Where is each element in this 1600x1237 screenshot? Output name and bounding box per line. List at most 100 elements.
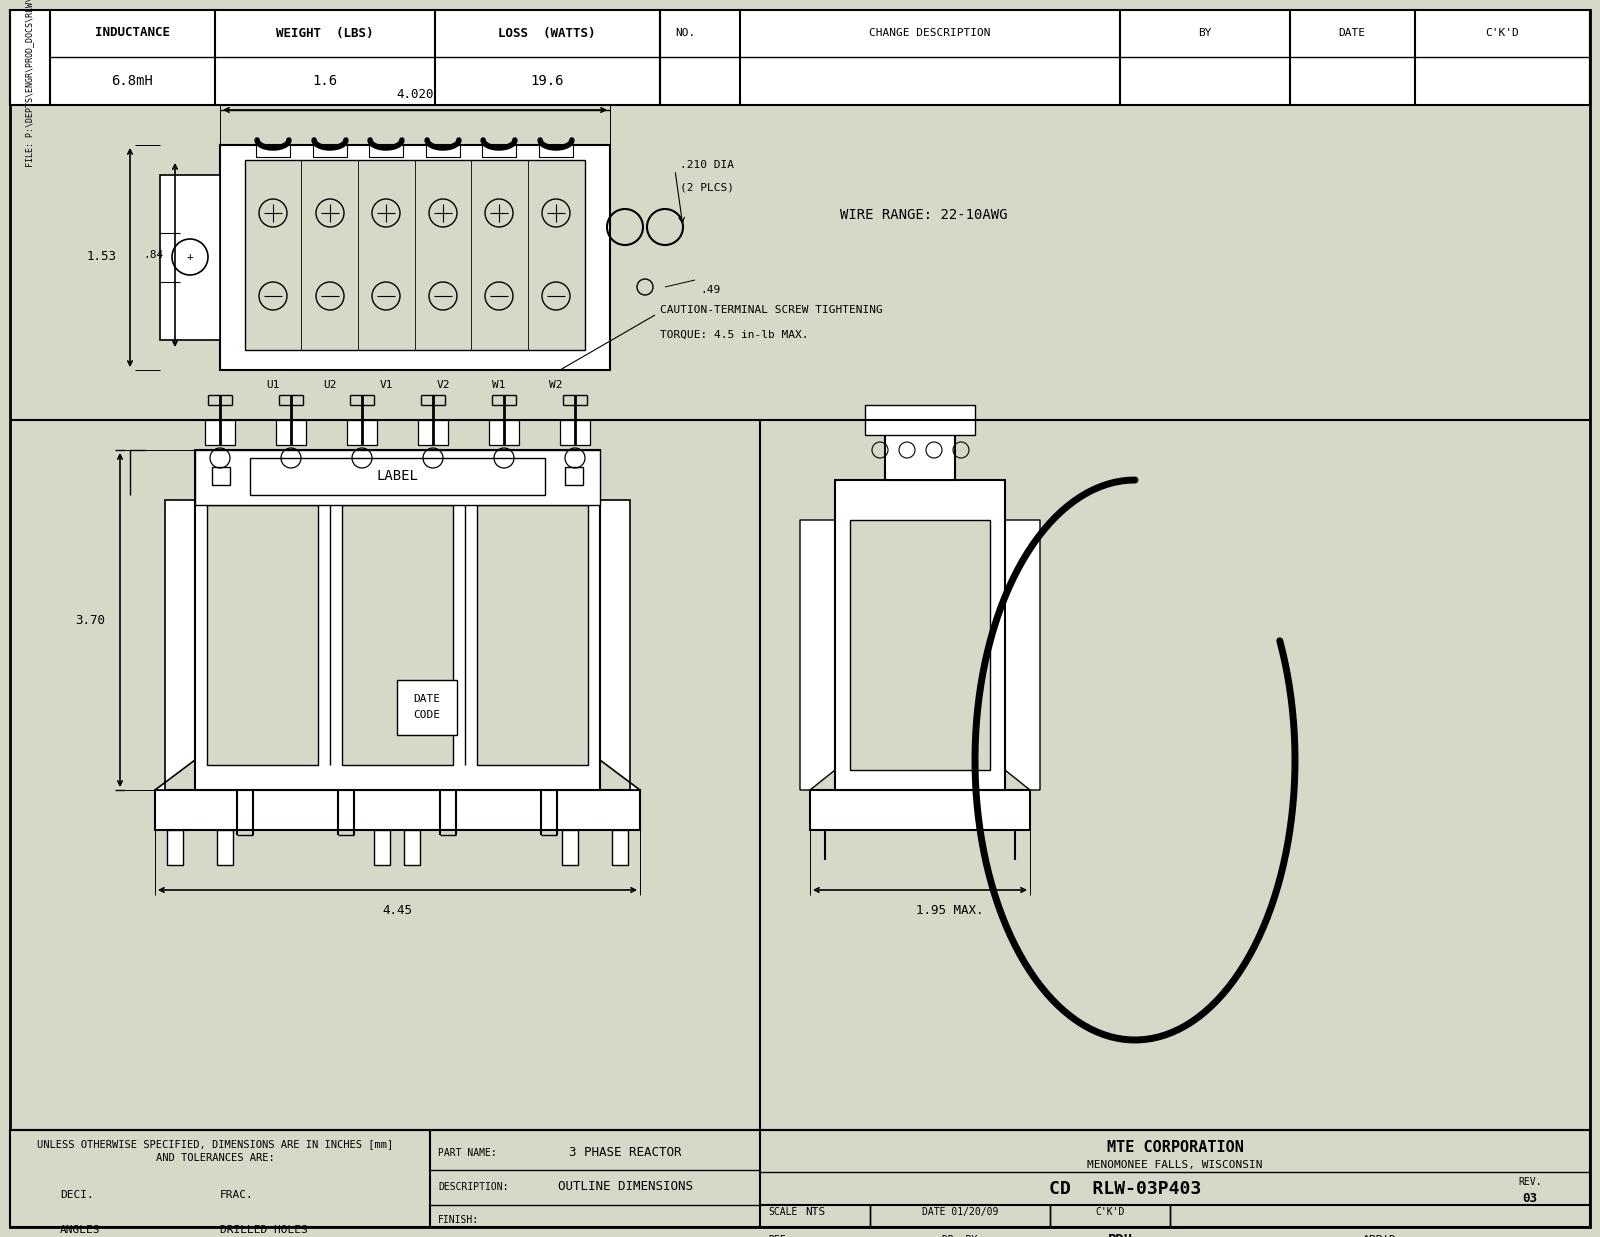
Circle shape [429,282,458,310]
Bar [418,421,448,445]
Text: CD  RLW-03P403: CD RLW-03P403 [1050,1180,1202,1197]
Text: U1: U1 [266,380,280,390]
Text: (2 PLCS): (2 PLCS) [680,183,734,193]
Text: MENOMONEE FALLS, WISCONSIN: MENOMONEE FALLS, WISCONSIN [1088,1160,1262,1170]
Text: 3.70: 3.70 [75,614,106,626]
Text: 4.45: 4.45 [382,903,413,917]
Bar [565,468,582,485]
Text: DECI.: DECI. [61,1190,94,1200]
Polygon shape [155,500,195,790]
Circle shape [542,282,570,310]
Text: APP'D: APP'D [1363,1235,1397,1237]
Text: FILE: P:\DEPTS\ENGR\PROD_DOCS\RLW\RLW-03P403: FILE: P:\DEPTS\ENGR\PROD_DOCS\RLW\RLW-03… [26,0,35,167]
Text: CHANGE DESCRIPTION: CHANGE DESCRIPTION [869,28,990,38]
Text: W2: W2 [549,380,563,390]
Bar [370,145,403,157]
Text: .49: .49 [701,285,720,294]
Text: REV.: REV. [1518,1176,1542,1188]
Text: DATE: DATE [413,694,440,704]
Polygon shape [800,520,835,790]
Bar [10,10,1590,105]
Text: LOSS  (WATTS): LOSS (WATTS) [498,26,595,40]
Text: REF.: REF. [768,1235,792,1237]
Circle shape [371,282,400,310]
Text: 19.6: 19.6 [530,74,563,88]
Bar [256,145,290,157]
Bar [885,430,955,480]
Bar [206,505,318,764]
Bar [397,680,458,735]
Text: DATE: DATE [1339,28,1365,38]
Text: 3 PHASE REACTOR: 3 PHASE REACTOR [568,1147,682,1159]
Text: PART NAME:: PART NAME: [438,1148,496,1158]
Bar [314,145,347,157]
Text: W1: W1 [493,380,506,390]
Text: V2: V2 [437,380,450,390]
Polygon shape [1005,520,1040,790]
Text: INDUCTANCE: INDUCTANCE [94,26,170,40]
Bar [539,145,573,157]
Text: C'K'D: C'K'D [1096,1207,1125,1217]
Bar [342,505,453,764]
Text: MTE CORPORATION: MTE CORPORATION [1107,1141,1243,1155]
Bar [245,160,586,350]
Polygon shape [600,500,640,790]
Bar [347,421,378,445]
Circle shape [259,282,286,310]
Bar [374,830,390,865]
Bar [155,790,640,830]
Bar [205,421,235,445]
Bar [221,145,610,370]
Bar [166,830,182,865]
Text: SCALE: SCALE [768,1207,797,1217]
Text: FINISH:: FINISH: [438,1215,478,1225]
Circle shape [317,282,344,310]
Text: WEIGHT  (LBS): WEIGHT (LBS) [277,26,374,40]
Text: TORQUE: 4.5 in-lb MAX.: TORQUE: 4.5 in-lb MAX. [661,330,808,340]
Text: DATE 01/20/09: DATE 01/20/09 [922,1207,998,1217]
Text: .84: .84 [142,250,163,260]
Text: CAUTION-TERMINAL SCREW TIGHTENING: CAUTION-TERMINAL SCREW TIGHTENING [661,306,883,315]
Text: UNLESS OTHERWISE SPECIFIED, DIMENSIONS ARE IN INCHES [mm]: UNLESS OTHERWISE SPECIFIED, DIMENSIONS A… [37,1139,394,1149]
Text: 03: 03 [1523,1191,1538,1205]
Text: C'K'D: C'K'D [1485,28,1518,38]
Circle shape [317,199,344,228]
Bar [250,458,546,495]
Text: DRILLED HOLES: DRILLED HOLES [221,1225,307,1235]
Bar [277,421,306,445]
Text: .210 DIA: .210 DIA [680,160,734,169]
Text: 1.53: 1.53 [86,251,117,263]
Bar [810,790,1030,830]
Bar [611,830,627,865]
Text: 1.6: 1.6 [312,74,338,88]
Bar [426,145,461,157]
Text: WIRE RANGE: 22-10AWG: WIRE RANGE: 22-10AWG [840,208,1008,221]
Text: FRAC.: FRAC. [221,1190,254,1200]
Text: 6.8mH: 6.8mH [110,74,154,88]
Bar [211,468,230,485]
Bar [10,1131,1590,1227]
Text: 4.020: 4.020 [397,88,434,100]
Bar [482,145,515,157]
Text: NO.: NO. [675,28,694,38]
Text: V1: V1 [379,380,392,390]
Circle shape [259,199,286,228]
Bar [218,830,234,865]
Text: DESCRIPTION:: DESCRIPTION: [438,1183,509,1192]
Text: PDH: PDH [1107,1233,1133,1237]
Text: +: + [187,252,194,262]
Bar [477,505,589,764]
Circle shape [485,282,514,310]
Text: 1.95 MAX.: 1.95 MAX. [917,903,984,917]
Text: AND TOLERANCES ARE:: AND TOLERANCES ARE: [155,1153,274,1163]
Circle shape [542,199,570,228]
Bar [403,830,419,865]
Text: U2: U2 [323,380,336,390]
Bar [560,421,590,445]
Text: CODE: CODE [413,710,440,720]
Bar [195,450,600,790]
Text: BY: BY [1198,28,1211,38]
Bar [160,174,221,340]
Bar [850,520,990,769]
Circle shape [485,199,514,228]
